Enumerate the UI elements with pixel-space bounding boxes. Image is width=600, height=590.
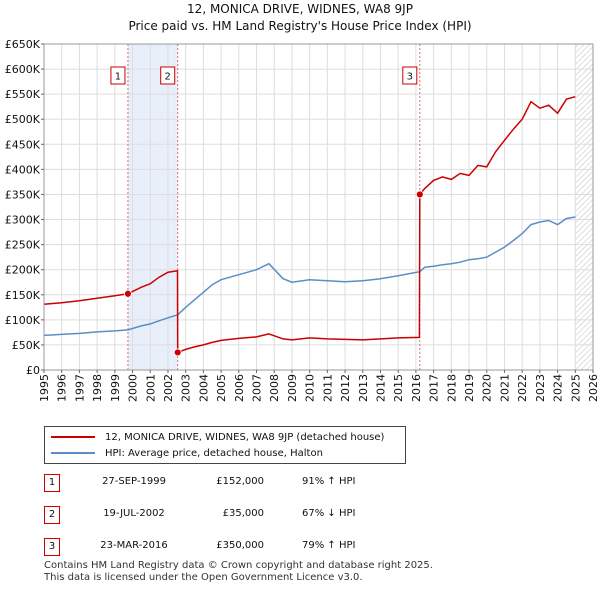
x-tick-label: 2026 — [587, 374, 600, 402]
shaded-span — [127, 44, 178, 370]
sale-hpi-change: 91% ↑ HPI — [302, 476, 356, 487]
x-tick-label: 2005 — [215, 374, 228, 402]
footer-line-1: Contains HM Land Registry data © Crown c… — [44, 560, 433, 571]
x-tick-label: 2010 — [304, 374, 317, 402]
x-tick-label: 2012 — [339, 374, 352, 402]
y-tick-label: £150K — [5, 289, 41, 302]
sale-row: 1 27-SEP-1999 £152,000 91% ↑ HPI — [44, 474, 464, 494]
legend-swatch-hpi — [51, 452, 95, 454]
chart-legend: 12, MONICA DRIVE, WIDNES, WA8 9JP (detac… — [44, 426, 406, 464]
plot-frame — [43, 43, 594, 371]
y-tick-label: £350K — [5, 188, 41, 201]
sale-hpi-change: 79% ↑ HPI — [302, 540, 356, 551]
x-tick-label: 2016 — [410, 374, 423, 402]
x-tick-label: 2004 — [197, 374, 210, 402]
series-line — [43, 95, 576, 354]
sale-price: £350,000 — [216, 540, 264, 551]
annotation-label: 1 — [115, 72, 121, 83]
y-tick-label: £200K — [5, 264, 41, 277]
sale-date: 19-JUL-2002 — [103, 508, 165, 519]
y-tick-label: £250K — [5, 239, 41, 252]
x-tick-label: 2009 — [286, 374, 299, 402]
x-tick-label: 2020 — [481, 374, 494, 402]
x-tick-label: 2007 — [251, 374, 264, 402]
x-tick-label: 2008 — [268, 374, 281, 402]
sale-marker: 1 — [44, 474, 60, 492]
x-tick-label: 2015 — [392, 374, 405, 402]
x-tick-label: 2003 — [180, 374, 193, 402]
x-tick-label: 1998 — [91, 374, 104, 402]
x-tick-label: 2013 — [357, 374, 370, 402]
y-tick-label: £550K — [5, 88, 41, 101]
sale-marker: 3 — [44, 538, 60, 556]
x-tick-label: 1995 — [38, 374, 51, 402]
chart-subtitle: Price paid vs. HM Land Registry's House … — [128, 19, 472, 33]
legend-item-property: 12, MONICA DRIVE, WIDNES, WA8 9JP (detac… — [45, 429, 384, 445]
sale-hpi-change: 67% ↓ HPI — [302, 508, 356, 519]
x-tick-label: 2022 — [516, 374, 529, 402]
legend-item-hpi: HPI: Average price, detached house, Halt… — [45, 445, 323, 461]
future-hatch — [575, 44, 593, 370]
y-tick-label: £100K — [5, 314, 41, 327]
y-tick-label: £0 — [26, 364, 40, 377]
x-tick-label: 2000 — [127, 374, 140, 402]
y-tick-label: £400K — [5, 163, 41, 176]
plot-area — [44, 44, 593, 370]
sale-point — [415, 190, 424, 199]
x-tick-label: 2011 — [321, 374, 334, 402]
footer-attribution: Contains HM Land Registry data © Crown c… — [44, 560, 433, 584]
y-tick-label: £300K — [5, 214, 41, 227]
sale-row: 2 19-JUL-2002 £35,000 67% ↓ HPI — [44, 506, 464, 526]
x-tick-label: 2025 — [569, 374, 582, 402]
x-tick-label: 2006 — [233, 374, 246, 402]
annotation-box — [110, 66, 126, 85]
annotation-box — [402, 66, 418, 85]
x-tick-label: 2019 — [463, 374, 476, 402]
x-tick-label: 2024 — [552, 374, 565, 402]
series-line — [43, 216, 576, 337]
sale-price: £152,000 — [216, 476, 264, 487]
x-tick-label: 2023 — [534, 374, 547, 402]
sale-date: 23-MAR-2016 — [100, 540, 168, 551]
y-tick-label: £450K — [5, 138, 41, 151]
sale-point — [124, 289, 132, 298]
sale-price: £35,000 — [222, 508, 264, 519]
sale-marker: 2 — [44, 506, 60, 524]
sale-date: 27-SEP-1999 — [102, 476, 166, 487]
legend-swatch-property — [51, 436, 95, 438]
sale-row: 3 23-MAR-2016 £350,000 79% ↑ HPI — [44, 538, 464, 558]
footer-line-2: This data is licensed under the Open Gov… — [44, 572, 363, 583]
x-tick-label: 2001 — [144, 374, 157, 402]
y-tick-label: £50K — [12, 339, 41, 352]
annotation-label: 3 — [407, 72, 413, 83]
x-tick-label: 1999 — [109, 374, 122, 402]
x-tick-label: 1996 — [56, 374, 69, 402]
chart-title: 12, MONICA DRIVE, WIDNES, WA8 9JP — [187, 2, 413, 16]
price-chart: 1 2 3 £0 £50K £100K £150K £200K £250K £300K £350K £… — [5, 38, 600, 402]
x-tick-label: 2014 — [374, 374, 387, 402]
legend-label-property: 12, MONICA DRIVE, WIDNES, WA8 9JP (detac… — [105, 431, 385, 443]
x-tick-label: 2021 — [498, 374, 511, 402]
legend-label-hpi: HPI: Average price, detached house, Halt… — [105, 447, 323, 459]
x-tick-label: 1997 — [73, 374, 86, 402]
x-tick-label: 2017 — [428, 374, 441, 402]
x-tick-label: 2002 — [162, 374, 175, 402]
y-tick-label: £500K — [5, 113, 41, 126]
annotation-box — [160, 66, 176, 85]
y-tick-label: £600K — [5, 63, 41, 76]
annotation-label: 2 — [165, 72, 171, 83]
sale-point — [173, 348, 182, 357]
y-tick-label: £650K — [5, 38, 41, 51]
x-tick-label: 2018 — [445, 374, 458, 402]
